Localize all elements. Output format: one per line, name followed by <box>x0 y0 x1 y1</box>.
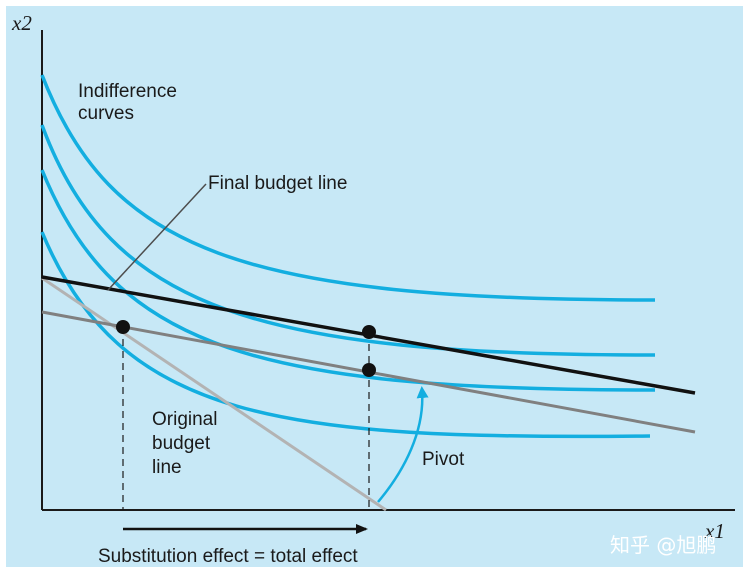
pivot-label: Pivot <box>422 449 465 470</box>
original-budget-label-line3: line <box>152 457 182 478</box>
indifference-curve-1 <box>40 74 656 302</box>
indifference-label-line1: Indifference <box>78 81 177 102</box>
substitution-effect-label: Substitution effect = total effect <box>98 546 358 567</box>
watermark: 知乎 @旭鹏 <box>610 533 716 557</box>
original-optimum-point <box>116 320 130 334</box>
indifference-curve-2 <box>40 124 656 357</box>
indifference-label-line2: curves <box>78 103 134 124</box>
original-budget-label-line1: Original <box>152 409 217 430</box>
pivot-arrow <box>377 386 429 503</box>
pivoted-optimum-point <box>362 363 376 377</box>
y-axis-label: x2 <box>11 11 32 35</box>
x-axis-label: x1 <box>704 519 725 543</box>
final-budget-label: Final budget line <box>208 173 347 194</box>
final-optimum-point <box>362 325 376 339</box>
original-budget-label-line2: budget <box>152 433 211 454</box>
final-budget-leader <box>107 183 207 291</box>
original-budget-line <box>41 276 387 512</box>
